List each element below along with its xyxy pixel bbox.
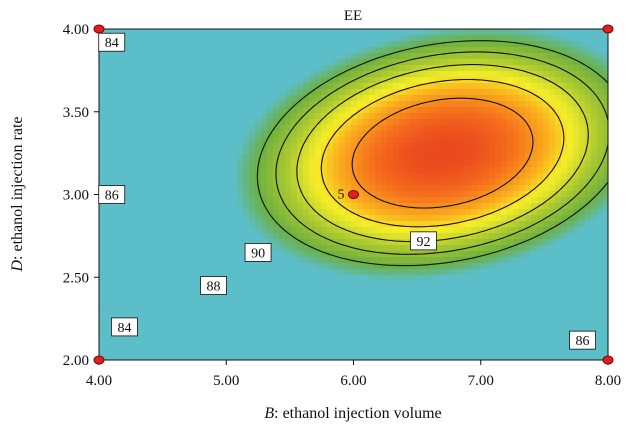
x-axis-title: B: ethanol injection volume [264,405,441,422]
y-tick-label: 3.00 [63,188,89,204]
x-tick-label: 5.00 [213,373,239,389]
svg-text:86: 86 [576,334,590,349]
contour-labels: 84 86 84 88 90 92 86 [98,32,596,350]
contour-line-88 [296,64,589,243]
y-tick-label: 2.00 [63,353,89,369]
contour-label: 86 [569,330,596,350]
design-point [602,24,614,34]
x-tick-label: 4.00 [86,373,112,389]
design-points: 5 [93,24,614,365]
design-point [93,24,105,34]
contour-label: 92 [410,231,437,251]
y-tick-label: 2.50 [63,270,89,286]
y-tick-label: 4.00 [63,22,89,38]
y-axis-title: D: ethanol injection rate [9,116,26,272]
contour-label: 88 [200,276,227,295]
svg-text:86: 86 [105,189,119,204]
contour-lines [256,40,608,267]
x-tick-label: 7.00 [468,373,494,389]
svg-text:90: 90 [251,246,265,261]
x-tick-label: 6.00 [340,373,366,389]
design-point [602,355,614,365]
design-point [348,190,359,199]
x-tick-label: 8.00 [595,373,621,389]
contour-label: 84 [111,317,138,337]
heatmap-surface [99,29,608,360]
contour-line-86 [275,51,608,255]
x-axis: 4.00 5.00 6.00 7.00 8.00 [86,360,621,389]
svg-text:84: 84 [105,36,119,51]
design-point [93,355,105,365]
chart-title: EE [344,8,362,24]
contour-line-90 [320,78,565,228]
contour-label: 86 [98,185,126,204]
svg-text:88: 88 [207,280,221,295]
contour-line-84 [256,40,608,267]
y-axis: 2.00 2.50 3.00 3.50 4.00 [63,22,99,369]
svg-text:84: 84 [117,321,131,336]
contour-label: 84 [98,32,126,52]
y-tick-label: 3.50 [63,105,89,121]
svg-text:92: 92 [416,235,430,250]
design-point-label: 5 [338,188,345,203]
contour-line-92 [351,97,534,209]
contour-label: 90 [244,243,272,262]
